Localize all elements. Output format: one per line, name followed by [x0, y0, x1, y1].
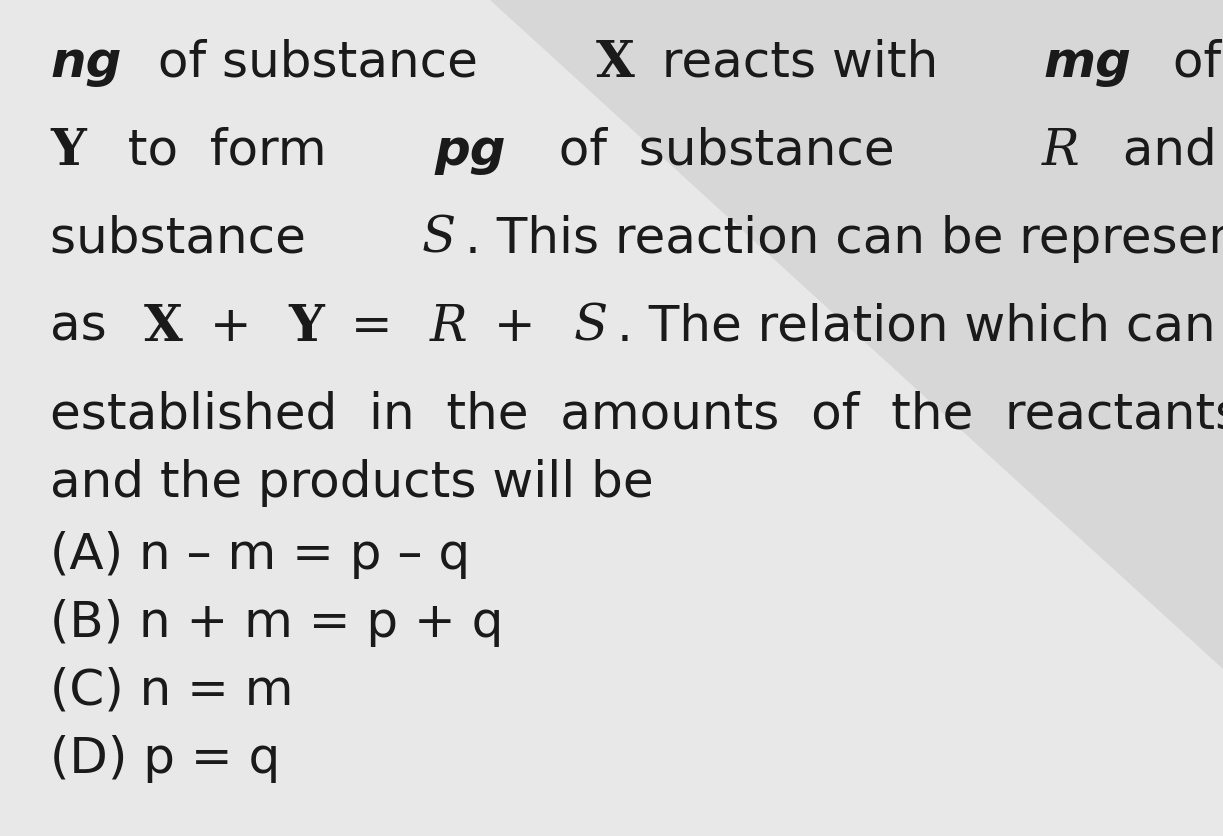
Text: =: =	[335, 303, 408, 350]
Text: (A) n – m = p – q: (A) n – m = p – q	[50, 530, 470, 579]
Text: X: X	[596, 39, 635, 88]
Text: Y: Y	[50, 127, 86, 176]
Text: R: R	[429, 302, 467, 352]
Text: of substance: of substance	[1157, 39, 1223, 87]
Text: of  substance: of substance	[527, 127, 926, 175]
Text: . The relation which can be: . The relation which can be	[618, 303, 1223, 350]
Text: established  in  the  amounts  of  the  reactants: established in the amounts of the reacta…	[50, 390, 1223, 438]
Text: reacts with: reacts with	[646, 39, 954, 87]
Text: R: R	[1042, 126, 1080, 176]
Text: to  form: to form	[97, 127, 358, 175]
Text: S: S	[421, 214, 455, 263]
Text: Y: Y	[289, 303, 324, 352]
Text: (B) n + m = p + q: (B) n + m = p + q	[50, 599, 504, 646]
Text: (C) n = m: (C) n = m	[50, 666, 294, 714]
Text: and the products will be: and the products will be	[50, 458, 653, 507]
Text: substance: substance	[50, 215, 338, 263]
Text: and: and	[1091, 127, 1223, 175]
Text: (D) p = q: (D) p = q	[50, 734, 280, 782]
Text: X: X	[144, 303, 182, 352]
Polygon shape	[489, 0, 1223, 669]
Text: as: as	[50, 303, 122, 350]
Text: pg: pg	[434, 127, 506, 175]
Text: mg: mg	[1043, 39, 1131, 87]
Text: S: S	[574, 302, 608, 352]
Text: . This reaction can be represented: . This reaction can be represented	[465, 215, 1223, 263]
Text: of substance: of substance	[142, 39, 494, 87]
Text: ng: ng	[50, 39, 121, 87]
Text: +: +	[478, 303, 552, 350]
Text: +: +	[194, 303, 268, 350]
